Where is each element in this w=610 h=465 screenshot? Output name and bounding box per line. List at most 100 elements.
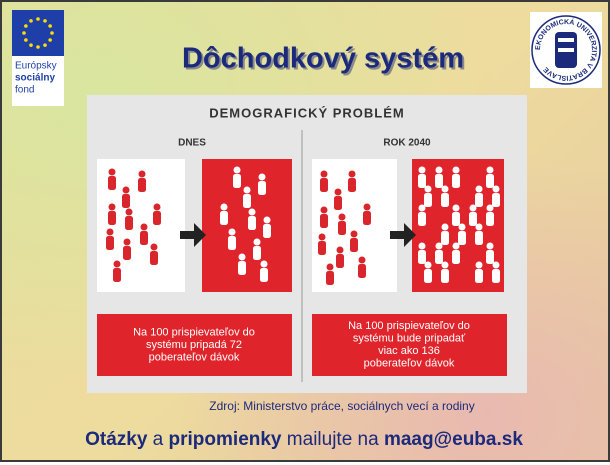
person-body [452, 250, 460, 264]
person-head [339, 214, 346, 221]
person-head [364, 204, 371, 211]
person-head [351, 231, 358, 238]
person-body [363, 211, 371, 225]
footer-bold: Otázky [85, 429, 148, 450]
person-head [453, 243, 460, 250]
eu-flag [12, 10, 64, 56]
person-head [436, 243, 443, 250]
person-head [487, 167, 494, 174]
person-head [335, 189, 342, 196]
person-head [151, 244, 158, 251]
person-head [459, 224, 466, 231]
person-head [419, 167, 426, 174]
person-head [327, 264, 334, 271]
person-body [243, 194, 251, 208]
person-head [107, 229, 114, 236]
person-head [234, 167, 241, 174]
caption-line: viac ako 136 [378, 345, 440, 357]
person-head [249, 209, 256, 216]
person-head [442, 224, 449, 231]
source: Zdroj: Ministerstvo práce, sociálnych ve… [209, 399, 474, 413]
person-head [337, 247, 344, 254]
person-body [418, 250, 426, 264]
person-body [122, 194, 130, 208]
person-body [106, 236, 114, 250]
person-head [126, 209, 133, 216]
panel-label: ROK 2040 [383, 138, 431, 149]
title: Dôchodkový systém [182, 43, 464, 75]
infographic-title: DEMOGRAFICKÝ PROBLÉM [209, 105, 405, 120]
person-body [113, 268, 121, 282]
eu-star [29, 43, 33, 47]
person-head [425, 262, 432, 269]
person-body [441, 231, 449, 245]
person-head [359, 257, 366, 264]
person-body [441, 269, 449, 283]
person-body [220, 211, 228, 225]
logo-text: Európsky [15, 61, 57, 72]
person-head [139, 171, 146, 178]
person-head [123, 187, 130, 194]
person-body [435, 250, 443, 264]
person-body [486, 212, 494, 226]
eu-star [24, 24, 28, 28]
footer-text: a [147, 429, 168, 450]
person-body [435, 174, 443, 188]
person-body [238, 261, 246, 275]
person-head [221, 204, 228, 211]
person-body [334, 196, 342, 210]
person-head [493, 186, 500, 193]
eu-star [43, 43, 47, 47]
person-head [349, 171, 356, 178]
person-head [470, 205, 477, 212]
caption-line: Na 100 prispievateľov do [133, 326, 255, 338]
panel-red [202, 159, 292, 292]
person-head [154, 204, 161, 211]
person-head [141, 224, 148, 231]
person-body [338, 221, 346, 235]
person-body [150, 251, 158, 265]
person-head [419, 243, 426, 250]
person-body [441, 193, 449, 207]
person-body [233, 174, 241, 188]
person-body [350, 238, 358, 252]
person-body [320, 214, 328, 228]
person-body [458, 231, 466, 245]
person-body [320, 178, 328, 192]
person-body [452, 174, 460, 188]
slide: Európsky sociálny fond Dôchodkový systém… [0, 0, 610, 462]
caption-line: systému bude pripadať [353, 333, 466, 345]
person-head [425, 186, 432, 193]
person-head [244, 187, 251, 194]
person-body [336, 254, 344, 268]
person-body [125, 216, 133, 230]
person-body [263, 224, 271, 238]
eu-star [48, 24, 52, 28]
person-body [140, 231, 148, 245]
person-head [487, 205, 494, 212]
logo-text: sociálny [15, 73, 55, 84]
person-body [326, 271, 334, 285]
person-body [108, 176, 116, 190]
caption-line: poberateľov dávok [364, 358, 455, 370]
eu-star [43, 19, 47, 23]
person-head [453, 205, 460, 212]
person-body [153, 211, 161, 225]
person-head [442, 262, 449, 269]
person-head [476, 186, 483, 193]
person-body [475, 231, 483, 245]
person-head [109, 204, 116, 211]
caption-line: poberateľov dávok [149, 351, 240, 363]
person-body [492, 193, 500, 207]
person-head [114, 261, 121, 268]
seal-emblem [558, 48, 574, 52]
person-body [348, 178, 356, 192]
logo-text: fond [15, 85, 34, 96]
person-body [424, 193, 432, 207]
person-body [418, 212, 426, 226]
person-head [254, 239, 261, 246]
person-body [486, 250, 494, 264]
person-head [259, 174, 266, 181]
person-body [260, 268, 268, 282]
eu-star [50, 31, 54, 35]
